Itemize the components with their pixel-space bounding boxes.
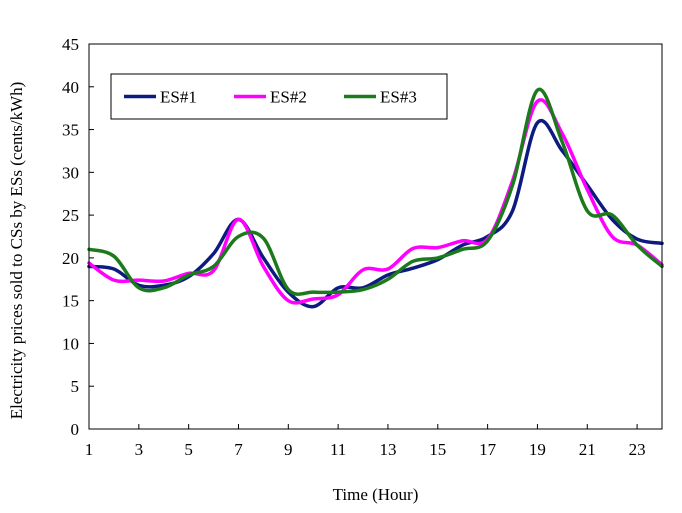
x-tick-label: 15 [429, 440, 446, 459]
plot-area-frame [88, 43, 663, 430]
x-tick-label: 17 [479, 440, 497, 459]
legend-label-1: ES#1 [160, 88, 197, 107]
legend-label-2: ES#2 [270, 88, 307, 107]
x-tick-label: 1 [85, 440, 94, 459]
x-axis-ticks: 1 3 5 7 9 11 13 15 17 19 21 23 [85, 424, 646, 459]
y-tick-label: 25 [62, 206, 79, 225]
series-line-3 [87, 87, 664, 296]
y-tick-label: 0 [71, 420, 80, 439]
x-tick-label: 19 [529, 440, 546, 459]
y-tick-label: 20 [62, 249, 79, 268]
x-tick-label: 11 [330, 440, 346, 459]
x-tick-label: 21 [579, 440, 596, 459]
y-tick-label: 10 [62, 334, 79, 353]
y-tick-label: 30 [62, 163, 79, 182]
y-tick-label: 5 [71, 377, 80, 396]
legend: ES#1 ES#2 ES#3 [110, 73, 448, 120]
x-tick-label: 13 [379, 440, 396, 459]
legend-label-3: ES#3 [380, 88, 417, 107]
x-axis-title: Time (Hour) [333, 485, 419, 504]
legend-box [110, 73, 448, 120]
x-tick-label: 9 [284, 440, 293, 459]
y-axis-title: Electricity prices sold to CSs by ESs (c… [7, 82, 26, 420]
series-line-2 [87, 98, 664, 305]
y-tick-label: 15 [62, 292, 79, 311]
y-tick-label: 45 [62, 35, 79, 54]
x-tick-label: 23 [629, 440, 646, 459]
series-layer [87, 87, 664, 309]
x-tick-label: 7 [234, 440, 243, 459]
y-tick-label: 40 [62, 78, 79, 97]
y-axis-ticks: 0 5 10 15 20 25 30 35 40 45 [62, 35, 94, 439]
y-tick-label: 35 [62, 121, 79, 140]
x-tick-label: 3 [135, 440, 144, 459]
x-tick-label: 5 [184, 440, 193, 459]
